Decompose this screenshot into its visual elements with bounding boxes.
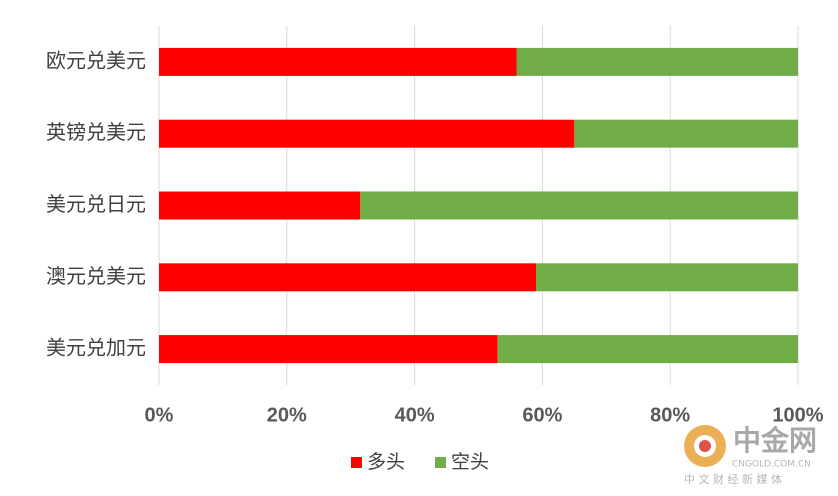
watermark: 中金网 CNGOLD.COM.CN 中 文 财 经 新 媒 体 <box>684 424 817 486</box>
y-tick-label: 澳元兑美元 <box>46 264 146 288</box>
x-tick-label: 20% <box>267 404 307 426</box>
watermark-slogan: 中 文 财 经 新 媒 体 <box>684 472 782 486</box>
logo-core <box>699 440 711 452</box>
bar-segment <box>516 47 798 76</box>
bar-segment <box>159 335 498 364</box>
y-tick-label: 美元兑日元 <box>46 192 146 216</box>
bar-segment <box>159 119 575 148</box>
y-tick-label: 欧元兑美元 <box>46 48 146 72</box>
x-tick-label: 40% <box>395 404 435 426</box>
bar-segment <box>360 191 798 220</box>
legend-label: 空头 <box>451 451 489 473</box>
x-tick-label: 80% <box>650 404 690 426</box>
x-tick-label: 60% <box>522 404 562 426</box>
x-tick-label: 0% <box>145 404 174 426</box>
bar-segment <box>159 191 361 220</box>
y-tick-label: 英镑兑美元 <box>46 120 146 144</box>
watermark-site: CNGOLD.COM.CN <box>732 460 811 470</box>
legend-swatch <box>351 457 362 468</box>
watermark-name: 中金网 <box>733 424 817 457</box>
bar-segment <box>159 47 517 76</box>
bar-segment <box>497 335 798 364</box>
legend-label: 多头 <box>367 451 405 473</box>
bar-segment <box>536 263 798 292</box>
x-tick-label: 100% <box>772 404 823 426</box>
legend-swatch <box>435 457 447 468</box>
bar-segment <box>574 119 798 148</box>
y-tick-label: 美元兑加元 <box>46 336 146 360</box>
bar-segment <box>159 263 537 292</box>
